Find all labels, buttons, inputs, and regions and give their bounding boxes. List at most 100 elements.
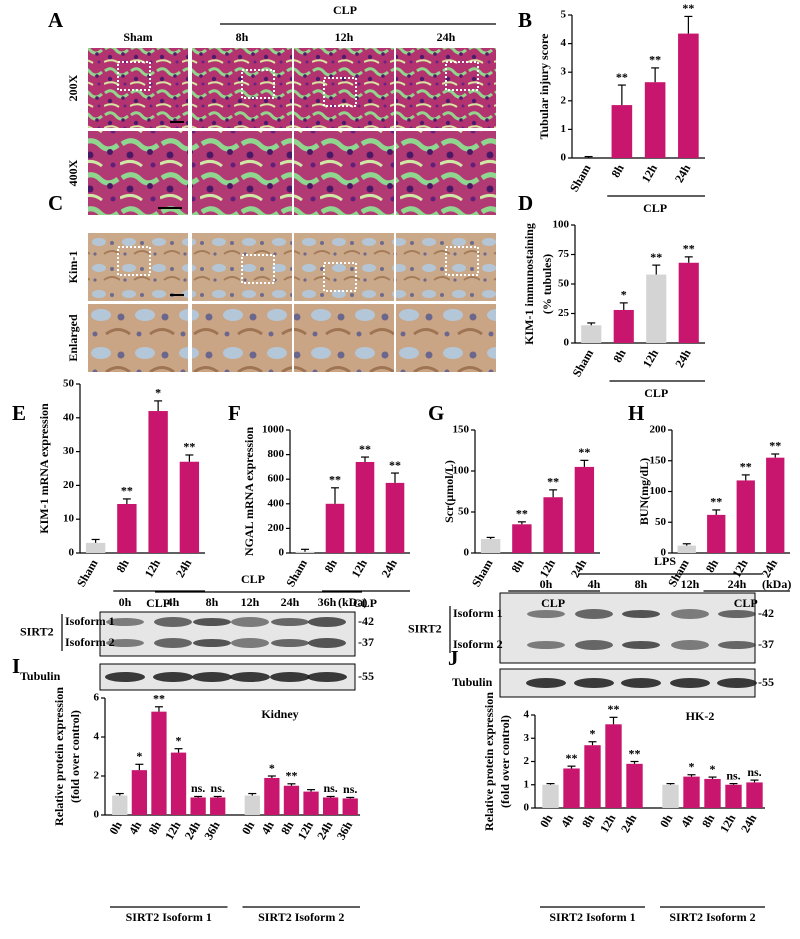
- group-label: CLP: [644, 386, 668, 400]
- blot-band: [308, 617, 346, 627]
- significance-label: **: [153, 692, 165, 706]
- bar: [303, 791, 319, 815]
- y-tick-label: 400: [268, 497, 285, 509]
- bar: [322, 797, 339, 815]
- blot-band: [622, 610, 660, 618]
- row-label: 200X: [66, 74, 80, 101]
- blot-band: [717, 678, 757, 688]
- lane-label: 8h: [206, 595, 219, 609]
- chart-title: HK-2: [686, 709, 715, 723]
- bar: [584, 745, 601, 808]
- y-tick-label: 0: [94, 809, 100, 821]
- x-tick-label: 12h: [597, 812, 619, 835]
- zoom-box: [323, 262, 357, 292]
- bar: [355, 461, 375, 553]
- lane-label: 0h: [119, 595, 132, 609]
- x-tick-label: Sham: [283, 557, 310, 589]
- group-label: SIRT2 Isoform 2: [669, 910, 755, 924]
- group-label: SIRT2 Isoform 2: [258, 910, 344, 924]
- significance-label: ns.: [211, 781, 225, 795]
- marker-label: -37: [358, 635, 374, 649]
- y-tick-label: 2: [94, 770, 100, 782]
- y-axis-label: Scr(μmol/L): [442, 460, 456, 523]
- zoom-box: [323, 77, 357, 107]
- blot-band: [718, 610, 756, 618]
- x-tick-label: 8h: [278, 819, 297, 837]
- blot-band: [670, 678, 710, 688]
- histology-image: [396, 304, 496, 372]
- blot-band: [622, 641, 660, 649]
- lane-label: 12h: [681, 577, 700, 591]
- panel-letter: F: [228, 401, 241, 425]
- panel-letter: J: [448, 646, 459, 670]
- protein-label: SIRT2: [20, 624, 54, 638]
- row-label: Enlarged: [66, 314, 80, 362]
- isoform-label: Isoform 2: [453, 637, 503, 651]
- y-tick-label: 150: [650, 454, 667, 466]
- significance-label: **: [516, 507, 528, 521]
- significance-label: *: [269, 761, 275, 775]
- significance-label: **: [183, 440, 195, 454]
- x-tick-label: 0h: [239, 819, 258, 837]
- x-tick-label: 24h: [672, 162, 694, 185]
- y-axis-label: NGAL mRNA expression: [242, 427, 256, 556]
- significance-label: **: [740, 460, 752, 474]
- bar: [244, 795, 260, 815]
- bar: [190, 797, 206, 815]
- x-tick-label: 36h: [334, 819, 356, 842]
- bar: [295, 551, 315, 553]
- group-label: CLP: [734, 596, 758, 610]
- y-tick-label: 0: [279, 547, 285, 559]
- bar: [385, 482, 405, 553]
- x-tick-label: Sham: [567, 162, 594, 194]
- histology-image: [88, 131, 188, 215]
- significance-label: *: [176, 733, 182, 747]
- blot-band: [153, 672, 193, 682]
- significance-label: **: [649, 53, 661, 67]
- bar: [605, 724, 622, 808]
- lane-label: 36h: [318, 595, 337, 609]
- bar: [85, 542, 106, 553]
- bar: [746, 782, 763, 808]
- histology-image: [88, 304, 188, 372]
- y-tick-label: 100: [453, 465, 470, 477]
- bar: [117, 503, 137, 553]
- x-tick-label: 12h: [162, 819, 184, 842]
- x-tick-label: 24h: [618, 812, 640, 835]
- scale-bar: [170, 121, 184, 123]
- histology-image: [192, 304, 292, 372]
- bar: [480, 539, 501, 553]
- group-label: SIRT2 Isoform 1: [126, 910, 212, 924]
- blot-band: [105, 672, 145, 682]
- blot-band: [154, 617, 192, 627]
- histology-image: [294, 233, 394, 301]
- significance-label: *: [621, 288, 627, 302]
- bar: [611, 105, 633, 158]
- y-tick-label: 0: [561, 152, 567, 164]
- x-tick-label: 12h: [142, 557, 164, 580]
- y-tick-label: 25: [558, 307, 570, 319]
- blot-band: [271, 639, 309, 647]
- significance-label: ns.: [343, 782, 357, 796]
- bar: [325, 503, 345, 553]
- y-tick-label: 2: [561, 94, 567, 106]
- y-axis-label: (fold over control): [498, 715, 512, 808]
- significance-label: **: [578, 445, 590, 459]
- x-tick-label: 24h: [173, 557, 195, 580]
- row-label: 400X: [66, 159, 80, 186]
- group-label: CLP: [241, 572, 265, 586]
- bar: [725, 784, 742, 808]
- histology-image: [192, 131, 292, 215]
- bar: [677, 545, 696, 553]
- blot-band: [308, 638, 346, 648]
- x-tick-label: 8h: [608, 162, 627, 180]
- x-tick-label: 24h: [314, 819, 336, 842]
- blot-band: [307, 672, 347, 682]
- significance-label: **: [566, 751, 578, 765]
- blot-band: [526, 678, 566, 688]
- unit-label: (kDa): [762, 577, 791, 591]
- y-tick-label: 50: [458, 506, 470, 518]
- significance-label: **: [683, 242, 695, 256]
- panel-letter: C: [48, 191, 63, 215]
- histology-image: [88, 48, 188, 128]
